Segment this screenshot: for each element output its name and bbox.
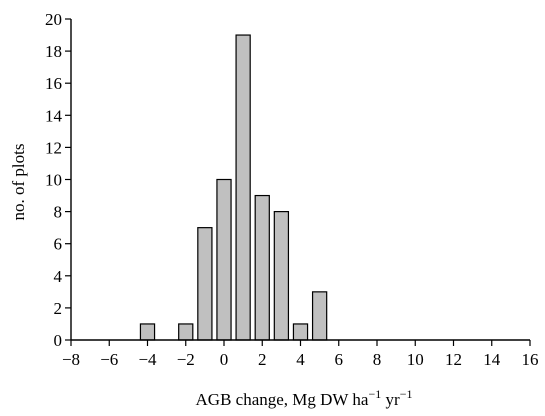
y-tick-label-2: 4	[54, 267, 63, 286]
x-tick-label-12: 16	[522, 350, 539, 369]
bar-0	[139, 323, 156, 341]
x-axis-title-mid: yr	[381, 390, 400, 409]
bars-group	[139, 34, 328, 341]
x-ticks-group: −8 −6 −4 −2 0 2 4 6 8 10 12 14 16	[62, 340, 539, 369]
bar-8	[311, 291, 328, 341]
x-tick-label-2: −4	[138, 350, 157, 369]
y-tick-label-6: 12	[45, 138, 62, 157]
x-axis-title-sup-1: −1	[368, 387, 381, 401]
bar-2	[197, 227, 213, 341]
y-tick-label-0: 0	[54, 331, 63, 350]
x-axis-title-sup-2: −1	[400, 387, 413, 401]
y-tick-label-5: 10	[45, 171, 62, 190]
x-tick-label-7: 6	[335, 350, 344, 369]
y-tick-label-10: 20	[45, 10, 62, 29]
x-tick-label-1: −6	[100, 350, 118, 369]
bar-1	[178, 323, 194, 341]
y-ticks-group: 0 2 4 6 8 10 12 14 16 18 20	[45, 10, 71, 350]
y-tick-label-9: 18	[45, 42, 62, 61]
y-tick-label-7: 14	[45, 106, 63, 125]
y-tick-label-8: 16	[45, 74, 62, 93]
x-tick-label-11: 14	[483, 350, 501, 369]
x-tick-label-9: 10	[407, 350, 424, 369]
x-tick-label-8: 8	[373, 350, 382, 369]
x-tick-label-4: 0	[220, 350, 229, 369]
bar-4	[235, 34, 251, 341]
y-tick-label-1: 2	[54, 299, 63, 318]
bar-5	[254, 194, 270, 341]
bar-7	[292, 323, 309, 341]
x-tick-label-6: 4	[296, 350, 305, 369]
x-tick-label-3: −2	[177, 350, 195, 369]
bar-6	[273, 211, 290, 341]
y-tick-label-4: 8	[54, 203, 63, 222]
bar-3	[216, 178, 232, 341]
y-tick-label-3: 6	[54, 235, 63, 254]
x-tick-label-0: −8	[62, 350, 80, 369]
x-axis-title-main: AGB change, Mg DW ha	[196, 390, 369, 409]
x-tick-label-10: 12	[445, 350, 462, 369]
y-axis-title: no. of plots	[9, 144, 28, 221]
x-tick-label-5: 2	[258, 350, 267, 369]
x-axis-title: AGB change, Mg DW ha−1 yr−1	[196, 387, 413, 409]
